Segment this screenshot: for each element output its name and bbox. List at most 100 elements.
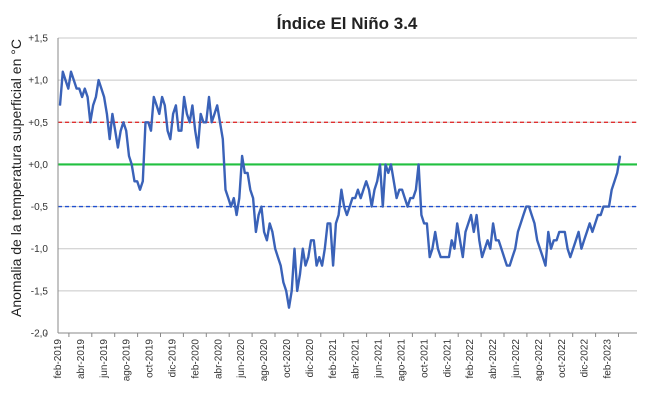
x-tick-label: oct-2020 bbox=[282, 339, 293, 378]
data-point bbox=[431, 248, 433, 250]
data-point bbox=[139, 189, 141, 191]
x-tick-label: jun-2019 bbox=[99, 339, 110, 379]
data-point bbox=[274, 248, 276, 250]
data-point bbox=[122, 121, 124, 123]
data-point bbox=[169, 138, 171, 140]
data-point bbox=[547, 231, 549, 233]
data-point bbox=[133, 180, 136, 182]
data-point bbox=[271, 231, 273, 233]
axes bbox=[57, 38, 637, 334]
x-tick-label: dic-2019 bbox=[168, 339, 179, 378]
data-point bbox=[64, 79, 67, 81]
data-point bbox=[396, 197, 398, 199]
data-point bbox=[219, 121, 221, 123]
data-point bbox=[418, 163, 420, 165]
data-point bbox=[338, 214, 340, 216]
data-point bbox=[404, 197, 406, 199]
data-point bbox=[600, 214, 602, 216]
data-point bbox=[76, 88, 78, 90]
data-point bbox=[407, 206, 409, 208]
data-point bbox=[373, 189, 376, 191]
y-tick-label: +1,5 bbox=[28, 34, 48, 45]
data-point bbox=[114, 130, 116, 132]
data-point bbox=[280, 265, 282, 267]
data-point bbox=[580, 248, 583, 250]
x-tick-label: jun-2020 bbox=[236, 339, 247, 379]
data-point bbox=[346, 214, 348, 216]
data-point bbox=[567, 248, 569, 250]
data-point bbox=[602, 206, 605, 208]
data-point bbox=[158, 113, 160, 115]
data-point bbox=[327, 222, 329, 224]
data-point bbox=[608, 206, 610, 208]
data-point bbox=[230, 206, 232, 208]
data-point bbox=[569, 256, 571, 258]
data-point bbox=[260, 206, 262, 208]
data-point bbox=[194, 130, 196, 132]
data-point bbox=[462, 256, 464, 258]
data-point bbox=[252, 197, 254, 199]
data-point bbox=[354, 197, 356, 199]
data-point bbox=[528, 206, 530, 208]
reference-lines bbox=[58, 121, 637, 208]
data-point bbox=[522, 214, 525, 216]
data-point bbox=[351, 197, 353, 199]
data-point bbox=[616, 172, 618, 174]
data-point bbox=[106, 113, 108, 115]
data-point bbox=[440, 256, 442, 258]
data-point bbox=[401, 189, 403, 191]
data-point bbox=[147, 121, 149, 123]
data-point bbox=[236, 214, 238, 216]
data-point bbox=[153, 96, 155, 98]
data-point bbox=[511, 256, 513, 258]
x-tick-label: dic-2020 bbox=[305, 339, 316, 378]
data-point bbox=[277, 256, 279, 258]
data-point bbox=[291, 290, 293, 292]
data-point bbox=[258, 214, 260, 216]
data-point bbox=[205, 121, 207, 123]
data-point bbox=[445, 256, 447, 258]
data-point bbox=[371, 206, 373, 208]
data-point bbox=[500, 248, 502, 250]
data-point bbox=[536, 239, 538, 241]
data-point bbox=[384, 163, 387, 165]
data-point bbox=[282, 281, 284, 283]
data-point bbox=[478, 239, 480, 241]
data-point bbox=[451, 239, 453, 241]
data-point bbox=[62, 71, 64, 73]
data-point bbox=[467, 222, 469, 224]
data-point bbox=[73, 79, 75, 81]
data-point bbox=[117, 147, 119, 149]
data-point bbox=[109, 138, 111, 140]
data-point bbox=[255, 231, 257, 233]
data-point bbox=[95, 96, 97, 98]
data-point bbox=[531, 214, 533, 216]
data-point bbox=[533, 222, 536, 224]
y-tick-label: -1,0 bbox=[31, 244, 49, 255]
data-point bbox=[470, 214, 472, 216]
data-point bbox=[509, 265, 511, 267]
data-point bbox=[464, 231, 467, 233]
data-point bbox=[59, 104, 61, 106]
data-point bbox=[476, 214, 478, 216]
data-point bbox=[183, 96, 185, 98]
data-point bbox=[200, 113, 202, 115]
data-point bbox=[211, 121, 213, 123]
data-point bbox=[213, 113, 216, 115]
data-point bbox=[324, 248, 326, 250]
x-tick-label: abr-2021 bbox=[351, 339, 362, 379]
data-point bbox=[357, 189, 359, 191]
data-point bbox=[415, 189, 417, 191]
data-point bbox=[208, 96, 210, 98]
data-point bbox=[553, 239, 555, 241]
data-point bbox=[520, 222, 522, 224]
data-point bbox=[89, 121, 91, 123]
data-point bbox=[299, 273, 301, 275]
data-point bbox=[564, 231, 566, 233]
data-point bbox=[343, 206, 345, 208]
data-point bbox=[594, 222, 596, 224]
data-point bbox=[335, 222, 337, 224]
data-point bbox=[142, 180, 144, 182]
x-tick-label: abr-2020 bbox=[213, 339, 224, 379]
y-tick-label: -1,5 bbox=[31, 286, 49, 297]
